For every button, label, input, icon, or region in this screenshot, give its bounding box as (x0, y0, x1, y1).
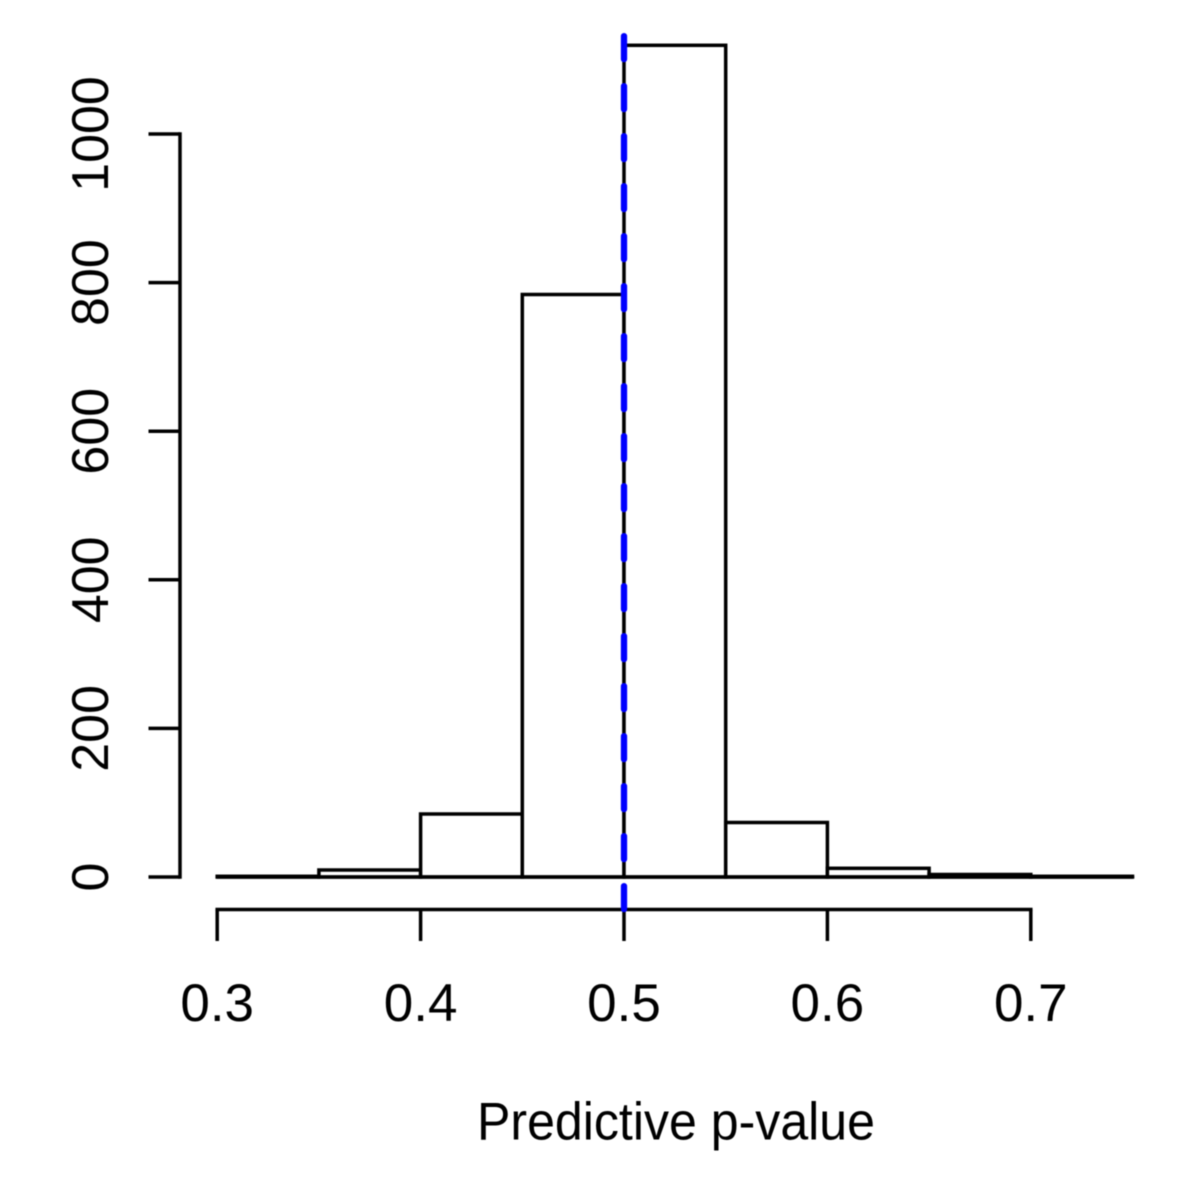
svg-text:0.4: 0.4 (384, 974, 458, 1033)
svg-text:0: 0 (62, 863, 120, 892)
svg-text:1000: 1000 (62, 76, 120, 192)
svg-text:Predictive p-value: Predictive p-value (477, 1093, 875, 1152)
svg-text:200: 200 (62, 685, 120, 772)
svg-text:0.3: 0.3 (180, 974, 254, 1033)
svg-text:0.7: 0.7 (994, 974, 1068, 1033)
svg-text:400: 400 (62, 536, 120, 623)
svg-text:0.6: 0.6 (791, 974, 865, 1033)
svg-text:800: 800 (62, 239, 120, 326)
svg-text:600: 600 (62, 388, 120, 475)
svg-text:0.5: 0.5 (587, 974, 661, 1033)
